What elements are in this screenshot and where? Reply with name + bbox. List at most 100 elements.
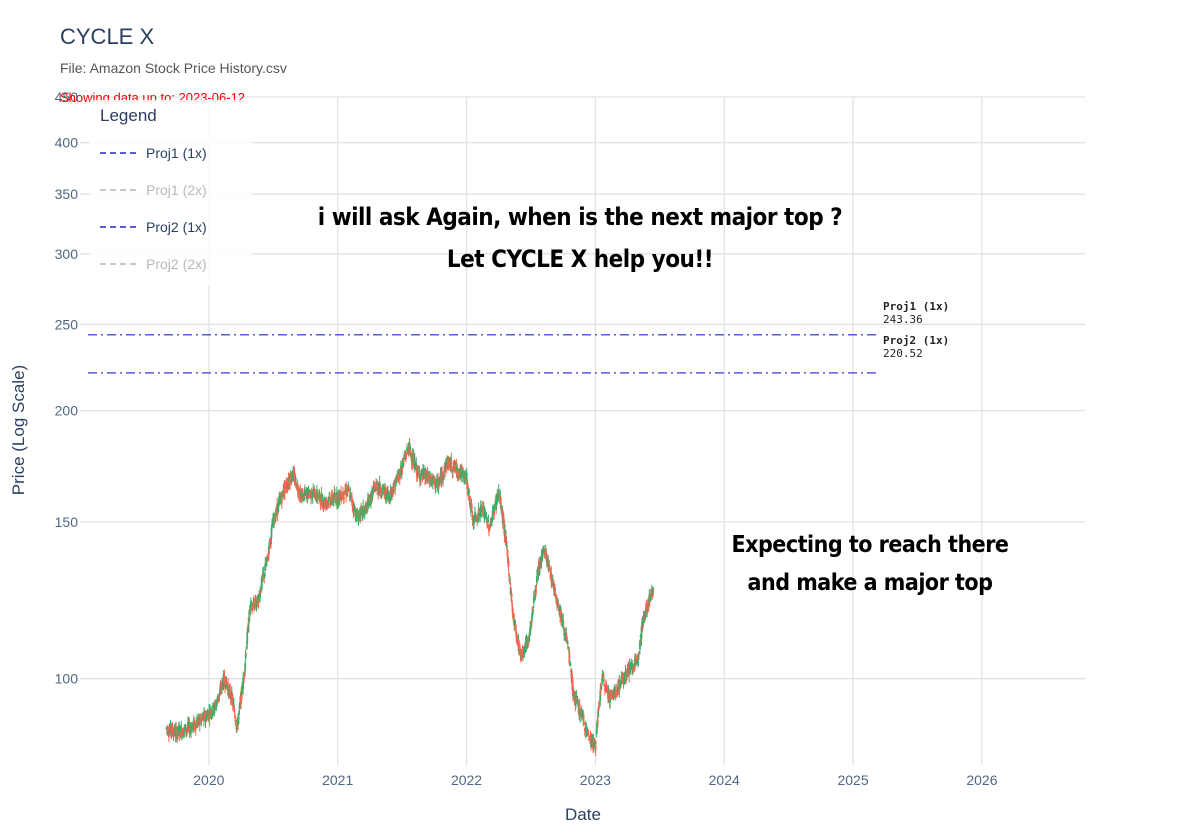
candle-body — [233, 708, 236, 713]
candle-body — [252, 608, 254, 610]
candle-body — [269, 542, 271, 547]
candle-body — [642, 616, 644, 627]
candle-body — [557, 600, 559, 602]
x-tick-label: 2020 — [193, 772, 224, 788]
candle-body — [214, 701, 217, 705]
candle-body — [523, 653, 525, 655]
y-tick-label: 100 — [55, 671, 79, 687]
candle-body — [557, 603, 560, 606]
candle-body — [609, 692, 612, 697]
candle-body — [244, 654, 247, 659]
candle-body — [474, 512, 476, 518]
candle-body — [631, 666, 634, 670]
candle-body — [573, 691, 575, 696]
candle-body — [248, 610, 251, 622]
candle-body — [522, 654, 524, 658]
candle-body — [551, 583, 554, 585]
candle-body — [493, 504, 496, 510]
legend-item-proj2-2x[interactable]: Proj2 (2x) — [96, 245, 246, 282]
candle-body — [407, 447, 409, 451]
candle-body — [205, 714, 207, 716]
candle-body — [566, 642, 569, 644]
candle-body — [475, 515, 478, 518]
candle-body — [483, 516, 486, 519]
candle-body — [238, 704, 241, 709]
candle-body — [258, 595, 261, 600]
candle-body — [473, 519, 475, 524]
candle-body — [178, 733, 181, 737]
candle-body — [572, 685, 574, 696]
candle-body — [405, 455, 408, 457]
candle-body — [194, 727, 197, 731]
candle-body — [535, 585, 538, 587]
candle-body — [282, 494, 285, 496]
candle-body — [385, 488, 388, 501]
candle-body — [312, 489, 315, 491]
candle-body — [601, 675, 604, 677]
candle-body — [639, 635, 642, 638]
candle-body — [185, 729, 187, 733]
candle-body — [208, 710, 211, 717]
candle-body — [261, 573, 264, 580]
candle-body — [265, 562, 268, 566]
candle-body — [556, 602, 559, 606]
candle-body — [417, 468, 420, 472]
candle-body — [366, 506, 369, 513]
candle-body — [316, 491, 319, 499]
y-tick-label: 250 — [55, 316, 79, 332]
candle-body — [546, 555, 549, 559]
y-tick-label: 300 — [55, 246, 79, 262]
candle-body — [619, 685, 622, 687]
legend-item-proj1-2x[interactable]: Proj1 (2x) — [96, 171, 246, 208]
candle-body — [409, 446, 412, 451]
candle-body — [590, 739, 593, 748]
candle-body — [393, 480, 396, 485]
candle-body — [528, 638, 531, 642]
candle-body — [612, 694, 615, 699]
candle-body — [230, 691, 233, 699]
candle-body — [517, 640, 520, 653]
candle-body — [202, 715, 204, 717]
candle-body — [311, 496, 314, 499]
candle-body — [366, 498, 369, 508]
candle-body — [338, 491, 341, 502]
legend: Legend Proj1 (1x) Proj1 (2x) Proj2 (1x) … — [90, 100, 252, 286]
candle-body — [545, 551, 548, 560]
expect-line-2: and make a major top — [747, 570, 993, 596]
candle-body — [438, 483, 440, 487]
candle-body — [345, 488, 348, 496]
legend-title: Legend — [100, 106, 157, 125]
candle-body — [436, 478, 439, 481]
candle-body — [523, 648, 526, 654]
candle-body — [448, 457, 451, 462]
candle-body — [302, 493, 304, 497]
candle-body — [280, 497, 283, 504]
candle-body — [349, 494, 352, 498]
candle-body — [387, 492, 389, 500]
candle-body — [258, 594, 260, 598]
candle-body — [247, 626, 250, 628]
candle-body — [245, 646, 248, 650]
candle-body — [336, 493, 339, 504]
candle-body — [514, 621, 517, 626]
y-tick-label: 350 — [55, 186, 79, 202]
candle-body — [410, 454, 413, 456]
chart-title: CYCLE X — [60, 24, 155, 49]
candle-body — [591, 737, 593, 743]
legend-label: Proj1 (1x) — [146, 144, 207, 161]
candle-body — [213, 702, 216, 711]
candle-body — [210, 710, 213, 716]
candle-body — [651, 594, 654, 597]
candle-body — [343, 491, 346, 495]
candle-body — [424, 473, 427, 479]
legend-item-proj1-1x[interactable]: Proj1 (1x) — [96, 134, 246, 171]
candle-body — [388, 499, 391, 504]
candle-body — [446, 458, 449, 466]
candle-body — [328, 497, 331, 500]
candle-body — [625, 673, 627, 681]
candle-body — [221, 681, 223, 690]
candle-body — [518, 646, 521, 654]
legend-item-proj2-1x[interactable]: Proj2 (1x) — [96, 208, 246, 245]
candle-body — [583, 722, 586, 725]
candle-body — [219, 686, 222, 688]
